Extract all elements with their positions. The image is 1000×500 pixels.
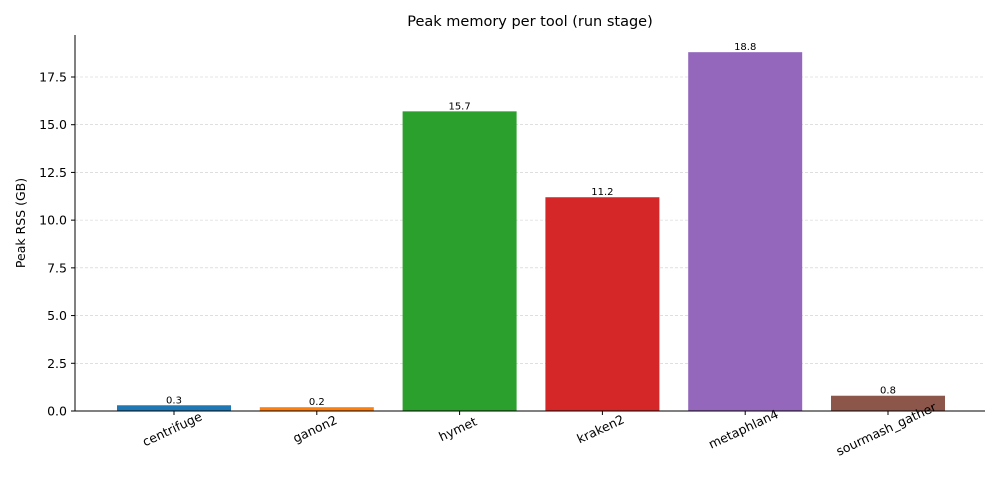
- data-label-hymet: 15.7: [448, 101, 470, 112]
- bar-metaphlan4: [688, 52, 803, 411]
- data-label-kraken2: 11.2: [591, 187, 613, 198]
- data-label-centrifuge: 0.3: [166, 395, 182, 406]
- data-label-metaphlan4: 18.8: [734, 42, 756, 53]
- bar-sourmash_gather: [831, 395, 945, 411]
- data-label-sourmash_gather: 0.8: [880, 386, 896, 397]
- bar-kraken2: [545, 197, 660, 411]
- data-labels: 0.3 0.2 15.7 11.2 18.8 0.8: [166, 42, 896, 408]
- x-tick-label-centrifuge: centrifuge: [140, 408, 205, 449]
- gridlines: [75, 76, 985, 364]
- y-tick-label: 12.5: [39, 165, 67, 180]
- x-tick-label-hymet: hymet: [436, 414, 479, 445]
- y-tick-label: 15.0: [39, 117, 67, 132]
- bars: [117, 52, 945, 411]
- chart-title: Peak memory per tool (run stage): [407, 14, 653, 30]
- bar-hymet: [402, 111, 517, 411]
- x-tick-label-ganon2: ganon2: [290, 412, 339, 445]
- y-tick-label: 7.5: [47, 260, 67, 275]
- x-tick-label-kraken2: kraken2: [574, 411, 626, 446]
- y-tick-label: 2.5: [47, 356, 67, 371]
- bar-ganon2: [259, 407, 374, 411]
- y-axis-ticks: 0.0 2.5 5.0 7.5 10.0 12.5 15.0 17.5: [39, 69, 75, 419]
- y-axis-label: Peak RSS (GB): [13, 178, 28, 268]
- y-tick-label: 17.5: [39, 69, 67, 84]
- y-tick-label: 10.0: [39, 213, 67, 228]
- y-tick-label: 5.0: [47, 308, 67, 323]
- y-tick-label: 0.0: [47, 404, 67, 419]
- data-label-ganon2: 0.2: [309, 397, 325, 408]
- bar-centrifuge: [117, 405, 231, 411]
- x-tick-label-metaphlan4: metaphlan4: [706, 406, 781, 451]
